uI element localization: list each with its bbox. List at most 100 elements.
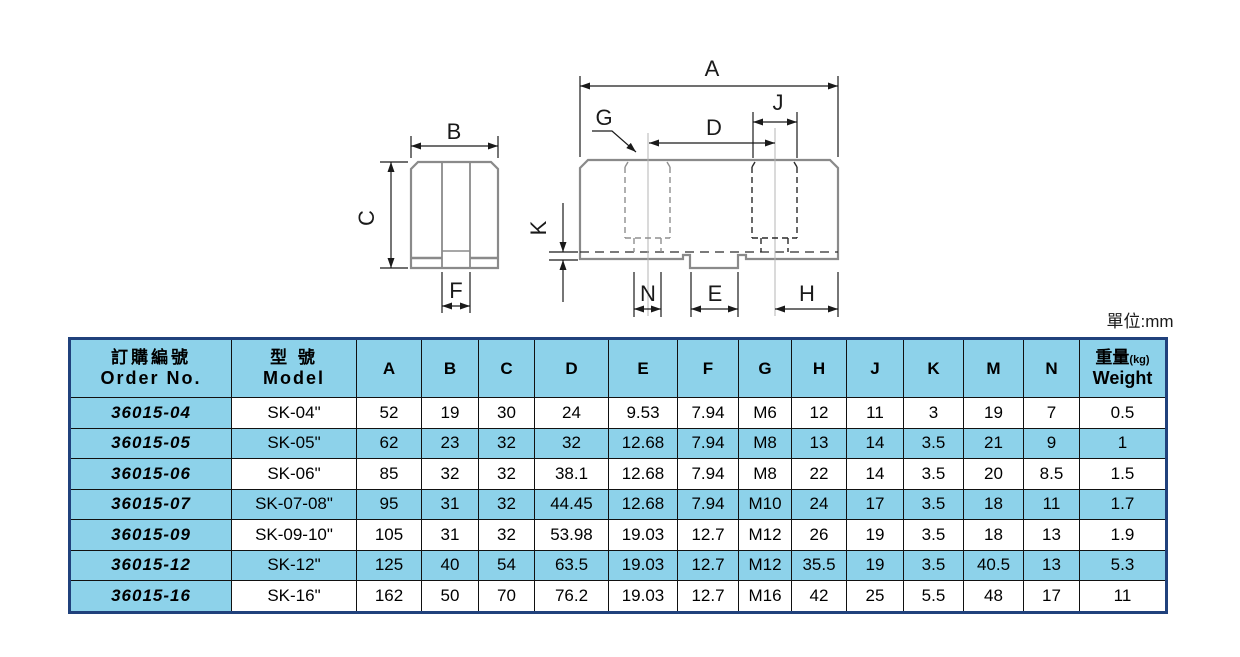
cell-dimension-value: M8 bbox=[738, 458, 792, 490]
cell-dimension-value: 32 bbox=[478, 458, 535, 490]
table-row: 36015-12 SK-12" 125 40 54 63.5 19.03 12.7 M12 35.… bbox=[69, 549, 1167, 581]
cell-dimension-value: 13 bbox=[791, 427, 847, 459]
table-row: 36015-06 SK-06" 85 32 32 38.1 12.68 7.94 M8 22 14 3… bbox=[69, 458, 1167, 490]
cell-dimension-value: 95 bbox=[356, 488, 422, 520]
cell-dimension-value: 54 bbox=[478, 549, 535, 581]
cell-dimension-value: 17 bbox=[1023, 580, 1080, 613]
cell-dimension-value: 62 bbox=[356, 427, 422, 459]
side-view bbox=[409, 160, 500, 270]
cell-dimension-value: 7 bbox=[1023, 397, 1080, 429]
cell-dimension-value: M6 bbox=[738, 397, 792, 429]
dimension-drawing: B C F bbox=[354, 56, 1174, 331]
cell-order-no: 36015-12 bbox=[69, 549, 232, 581]
cell-weight: 1.5 bbox=[1079, 458, 1167, 490]
cell-dimension-value: 24 bbox=[791, 488, 847, 520]
hole-left-hidden-lines bbox=[624, 161, 671, 252]
cell-dimension-value: 22 bbox=[791, 458, 847, 490]
cell-dimension-value: 42 bbox=[791, 580, 847, 613]
cell-model: SK-06" bbox=[231, 458, 357, 490]
table-row: 36015-16 SK-16" 162 50 70 76.2 19.03 12.7 M16 42 2… bbox=[69, 580, 1167, 613]
cell-dimension-value: 18 bbox=[963, 488, 1024, 520]
cell-dimension-value: 25 bbox=[846, 580, 904, 613]
cell-order-no: 36015-16 bbox=[69, 580, 232, 613]
column-header-d: D bbox=[534, 338, 609, 398]
cell-dimension-value: 32 bbox=[478, 488, 535, 520]
cell-dimension-value: 7.94 bbox=[677, 397, 739, 429]
cell-dimension-value: 12.68 bbox=[608, 488, 678, 520]
cell-model: SK-09-10" bbox=[231, 519, 357, 551]
column-header-weight: 重量(kg) Weight bbox=[1079, 338, 1167, 398]
cell-dimension-value: 3 bbox=[903, 397, 964, 429]
cell-dimension-value: 44.45 bbox=[534, 488, 609, 520]
cell-dimension-value: 3.5 bbox=[903, 519, 964, 551]
cell-dimension-value: 19.03 bbox=[608, 549, 678, 581]
column-header-j: J bbox=[846, 338, 904, 398]
cell-dimension-value: 30 bbox=[478, 397, 535, 429]
unit-label: 單位:mm bbox=[1106, 312, 1173, 331]
cell-dimension-value: 11 bbox=[1023, 488, 1080, 520]
cell-dimension-value: 7.94 bbox=[677, 427, 739, 459]
column-header-c: C bbox=[478, 338, 535, 398]
column-header-model: 型 號 Model bbox=[231, 338, 357, 398]
column-header-g: G bbox=[738, 338, 792, 398]
cell-dimension-value: 5.5 bbox=[903, 580, 964, 613]
cell-order-no: 36015-06 bbox=[69, 458, 232, 490]
cell-dimension-value: 162 bbox=[356, 580, 422, 613]
cell-dimension-value: 13 bbox=[1023, 549, 1080, 581]
cell-dimension-value: 3.5 bbox=[903, 488, 964, 520]
cell-dimension-value: 35.5 bbox=[791, 549, 847, 581]
cell-dimension-value: 32 bbox=[421, 458, 479, 490]
cell-dimension-value: 53.98 bbox=[534, 519, 609, 551]
table-row: 36015-09 SK-09-10" 105 31 32 53.98 19.03 12.7 M1… bbox=[69, 519, 1167, 551]
dim-label-e: E bbox=[708, 281, 723, 306]
dim-label-j: J bbox=[773, 90, 784, 115]
dim-label-c: C bbox=[354, 210, 379, 226]
cell-dimension-value: 85 bbox=[356, 458, 422, 490]
cell-dimension-value: M12 bbox=[738, 549, 792, 581]
column-header-f: F bbox=[677, 338, 739, 398]
cell-dimension-value: M8 bbox=[738, 427, 792, 459]
cell-dimension-value: 105 bbox=[356, 519, 422, 551]
column-header-e: E bbox=[608, 338, 678, 398]
cell-model: SK-04" bbox=[231, 397, 357, 429]
cell-dimension-value: 19 bbox=[846, 519, 904, 551]
cell-dimension-value: 9 bbox=[1023, 427, 1080, 459]
column-header-h: H bbox=[791, 338, 847, 398]
table-row: 36015-05 SK-05" 62 23 32 32 12.68 7.94 M8 13 14 3.5… bbox=[69, 427, 1167, 459]
cell-dimension-value: 3.5 bbox=[903, 549, 964, 581]
cell-dimension-value: 20 bbox=[963, 458, 1024, 490]
cell-dimension-value: 14 bbox=[846, 458, 904, 490]
cell-dimension-value: 31 bbox=[421, 488, 479, 520]
cell-dimension-value: 11 bbox=[846, 397, 904, 429]
dim-label-n: N bbox=[640, 281, 656, 306]
cell-dimension-value: 12.7 bbox=[677, 549, 739, 581]
cell-dimension-value: 48 bbox=[963, 580, 1024, 613]
cell-dimension-value: M16 bbox=[738, 580, 792, 613]
cell-dimension-value: 17 bbox=[846, 488, 904, 520]
column-header-b: B bbox=[421, 338, 479, 398]
cell-dimension-value: M10 bbox=[738, 488, 792, 520]
cell-dimension-value: 8.5 bbox=[1023, 458, 1080, 490]
dim-label-d: D bbox=[706, 115, 722, 140]
cell-weight: 1.7 bbox=[1079, 488, 1167, 520]
cell-order-no: 36015-09 bbox=[69, 519, 232, 551]
dim-label-f: F bbox=[449, 278, 462, 303]
cell-weight: 0.5 bbox=[1079, 397, 1167, 429]
cell-model: SK-05" bbox=[231, 427, 357, 459]
cell-dimension-value: 12.68 bbox=[608, 458, 678, 490]
cell-dimension-value: 3.5 bbox=[903, 427, 964, 459]
cell-dimension-value: 7.94 bbox=[677, 458, 739, 490]
cell-dimension-value: 32 bbox=[534, 427, 609, 459]
column-header-a: A bbox=[356, 338, 422, 398]
cell-dimension-value: 50 bbox=[421, 580, 479, 613]
dim-label-k: K bbox=[526, 220, 551, 235]
cell-order-no: 36015-04 bbox=[69, 397, 232, 429]
cell-weight: 11 bbox=[1079, 580, 1167, 613]
cell-dimension-value: 40.5 bbox=[963, 549, 1024, 581]
front-view bbox=[578, 128, 840, 316]
cell-dimension-value: 12.68 bbox=[608, 427, 678, 459]
cell-weight: 5.3 bbox=[1079, 549, 1167, 581]
cell-dimension-value: 12.7 bbox=[677, 580, 739, 613]
cell-dimension-value: 12.7 bbox=[677, 519, 739, 551]
